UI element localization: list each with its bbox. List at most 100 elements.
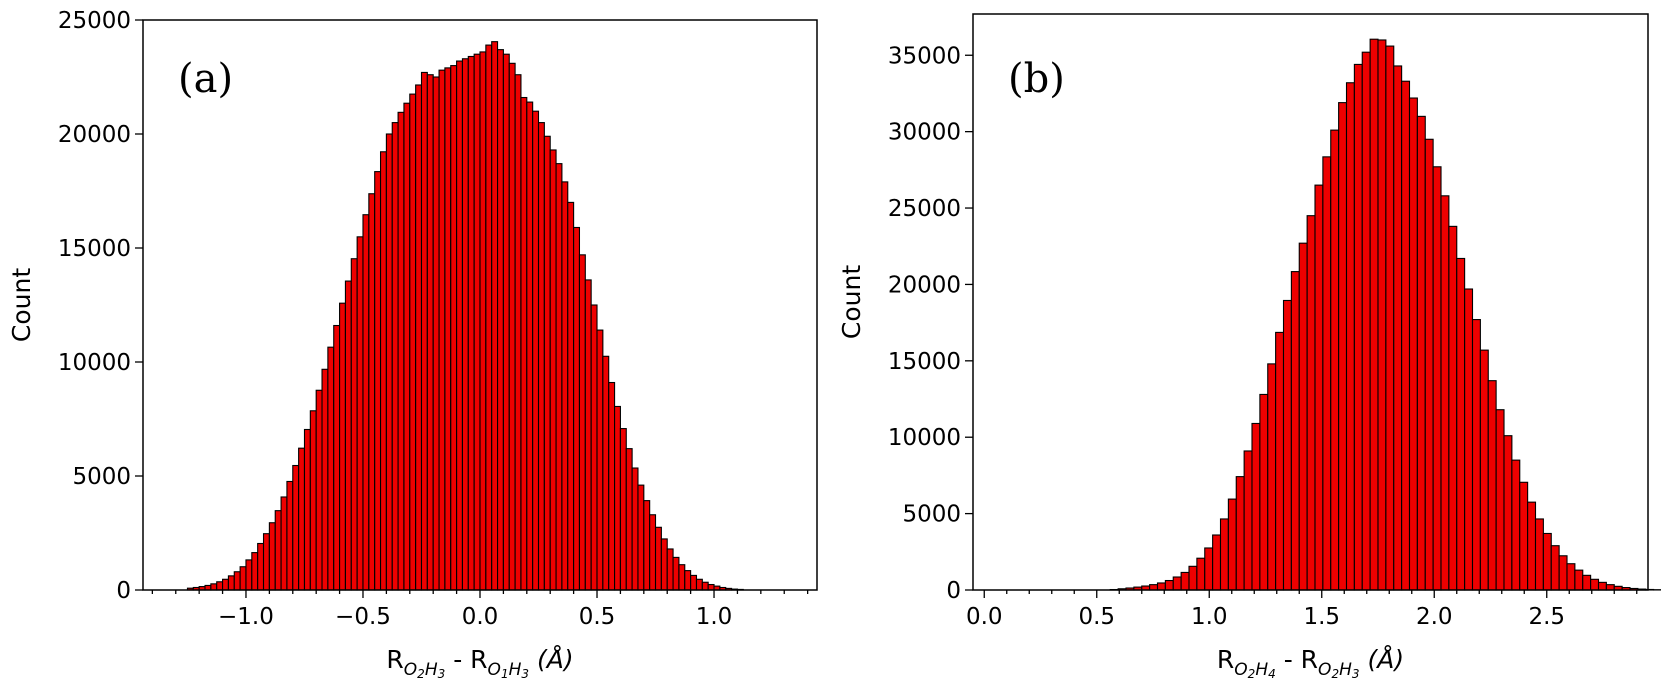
histogram-bar: [614, 405, 621, 591]
histogram-bar: [578, 254, 586, 591]
histogram-bar: [315, 389, 323, 591]
histogram-bar: [327, 346, 335, 591]
histogram-bar: [467, 55, 475, 591]
x-tick-label: 2.5: [1528, 604, 1565, 630]
histogram-bar: [532, 110, 540, 591]
histogram-bar: [1597, 581, 1607, 591]
histogram-bar: [280, 496, 288, 591]
y-tick-label: 20000: [888, 272, 961, 298]
histogram-bar: [1416, 115, 1426, 591]
histogram-bar: [1479, 349, 1489, 591]
histogram-bar: [1212, 534, 1222, 591]
histogram-bar: [1432, 166, 1442, 591]
x-axis-label: RO2H3 - RO1H3 (Å): [386, 645, 573, 681]
histogram-bar: [1204, 547, 1214, 591]
x-axis-label-part: O: [488, 660, 501, 680]
x-axis-label-part: H: [509, 660, 522, 680]
histogram-bar: [379, 151, 387, 591]
x-tick-label: 0.5: [579, 604, 616, 630]
histogram-bar: [374, 171, 382, 591]
histogram-bar: [1519, 481, 1529, 591]
histogram-bar: [362, 214, 370, 591]
histogram-bar: [409, 93, 417, 591]
histogram-bar: [210, 583, 218, 591]
histogram-bar: [298, 447, 306, 591]
x-axis-label: RO2H4 - RO2H3 (Å): [1217, 645, 1404, 681]
x-tick-label: 0.5: [1078, 604, 1115, 630]
histogram-bar: [1306, 215, 1316, 591]
histogram-bar: [561, 181, 569, 591]
x-tick-label: 1.5: [1303, 604, 1340, 630]
histogram-bar: [1424, 138, 1434, 591]
histogram-bar: [286, 480, 294, 591]
histogram-bar: [1408, 97, 1418, 591]
histogram-bar: [222, 578, 229, 591]
histogram-bar: [1196, 557, 1206, 591]
histogram-bar: [1243, 450, 1253, 591]
histogram-bar: [701, 581, 709, 591]
histogram-bar: [1156, 582, 1166, 591]
histogram-bar: [391, 122, 399, 591]
x-axis-label-part: - R: [445, 645, 487, 674]
histogram-bar: [303, 428, 311, 591]
histogram-bar: [309, 410, 317, 591]
histogram-bar: [227, 575, 235, 591]
panel-label: (b): [1008, 56, 1065, 102]
histogram-panel-b: 0.0 0.5 1.0 1.5 2.0 2.5 0 5000 10000 15000 20000 25…: [837, 13, 1661, 681]
histogram-bar: [666, 548, 674, 591]
histogram-bar: [473, 53, 481, 591]
y-tick-label: 5000: [902, 502, 961, 528]
histogram-bar: [333, 324, 341, 591]
x-axis-label-part: O: [1234, 660, 1247, 680]
x-axis-label-part: (Å): [529, 645, 574, 674]
histogram-bar: [321, 368, 329, 591]
y-tick-label: 25000: [888, 196, 961, 222]
x-axis-label-part: 2: [1248, 667, 1256, 681]
histogram-bar: [444, 67, 452, 591]
histogram-bars: [186, 41, 744, 591]
y-tick-label: 0: [946, 578, 961, 604]
histogram-bar: [1259, 393, 1269, 591]
histogram-bar: [1487, 380, 1497, 591]
panel-label: (a): [178, 56, 233, 102]
histogram-bar: [344, 280, 352, 591]
histogram-bar: [690, 574, 698, 591]
histogram-bar: [274, 510, 282, 591]
histogram-bar: [496, 49, 504, 591]
x-tick-label: 0.0: [966, 604, 1003, 630]
histogram-bar: [1282, 299, 1292, 591]
histogram-bar: [1534, 518, 1544, 591]
histogram-bar: [1590, 578, 1600, 591]
histogram-bar: [1361, 51, 1371, 591]
y-axis-label: Count: [837, 265, 866, 339]
histogram-bar: [508, 62, 516, 591]
histogram-bar: [1464, 288, 1474, 591]
histogram-bar: [619, 428, 627, 591]
histogram-bar: [1180, 571, 1190, 591]
x-tick-label: 1.0: [696, 604, 733, 630]
x-axis-label-part: H: [425, 660, 438, 680]
histogram-bar: [1353, 63, 1363, 591]
histogram-bar: [491, 41, 499, 591]
histogram-bar: [1393, 65, 1403, 591]
histogram-bar: [555, 163, 563, 591]
histogram-bar: [643, 500, 651, 591]
histogram-bar: [1605, 584, 1615, 591]
y-tick-label: 30000: [888, 120, 961, 146]
x-axis-label-part: 4: [1268, 667, 1276, 681]
histogram-bar: [461, 58, 469, 591]
histogram-bar: [1558, 555, 1568, 591]
histogram-bar: [397, 111, 405, 591]
histogram-bar: [631, 467, 639, 591]
histogram-bar: [456, 60, 464, 591]
histogram-bar: [502, 53, 510, 591]
histogram-bar: [537, 122, 545, 591]
histogram-bar: [251, 552, 259, 591]
x-axis-label-part: H: [1255, 660, 1268, 680]
histogram-bar: [526, 101, 534, 591]
histogram-bar: [649, 514, 657, 591]
histogram-bar: [567, 201, 575, 591]
histogram-bar: [1401, 80, 1411, 591]
histogram-bar: [1456, 257, 1466, 591]
histogram-bar: [1314, 184, 1324, 591]
